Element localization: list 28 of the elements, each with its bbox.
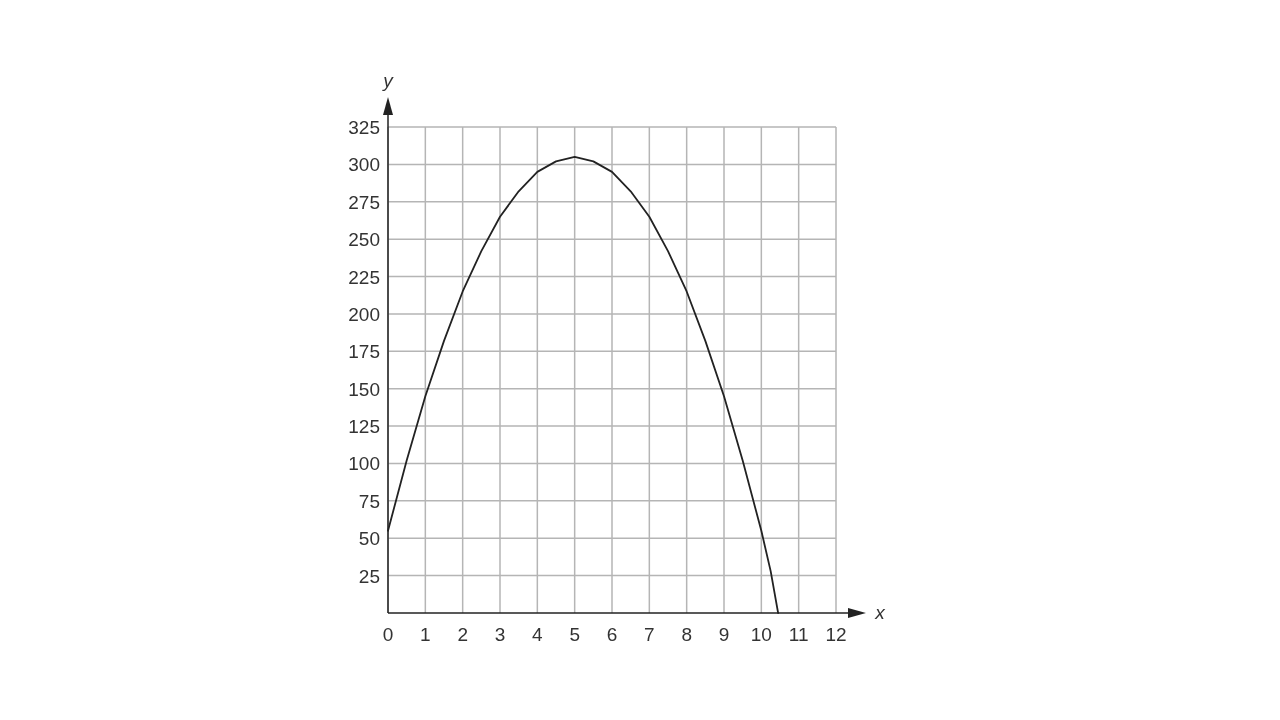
y-tick-label: 50 xyxy=(358,528,380,550)
y-tick-label: 175 xyxy=(348,341,380,363)
y-tick-label: 100 xyxy=(348,453,380,475)
y-tick-label: 250 xyxy=(348,229,380,251)
x-tick-label: 11 xyxy=(788,624,809,645)
x-tick-label: 3 xyxy=(494,624,506,645)
x-tick-label: 1 xyxy=(420,624,431,645)
y-tick-label: 225 xyxy=(348,266,380,288)
y-tick-label: 25 xyxy=(358,565,380,587)
y-tick-label: 200 xyxy=(348,303,380,325)
y-tick-label: 300 xyxy=(348,154,380,176)
x-axis-title: x xyxy=(874,602,887,623)
x-tick-label: 2 xyxy=(457,624,468,645)
y-tick-label: 75 xyxy=(358,490,380,512)
x-tick-label: 10 xyxy=(750,624,772,645)
y-tick-label: 325 xyxy=(348,117,380,138)
y-axis-title: y xyxy=(381,70,395,91)
x-tick-label: 7 xyxy=(644,624,655,645)
x-tick-label: 12 xyxy=(825,624,847,645)
x-tick-label: 9 xyxy=(718,624,730,645)
y-tick-label: 150 xyxy=(348,378,380,400)
x-tick-label: 5 xyxy=(569,624,580,645)
y-tick-label: 125 xyxy=(348,416,380,438)
x-tick-label: 4 xyxy=(532,624,544,645)
x-tick-label: 6 xyxy=(606,624,618,645)
x-tick-label: 0 xyxy=(382,624,394,645)
y-tick-label: 275 xyxy=(348,191,380,213)
x-tick-label: 8 xyxy=(681,624,692,645)
